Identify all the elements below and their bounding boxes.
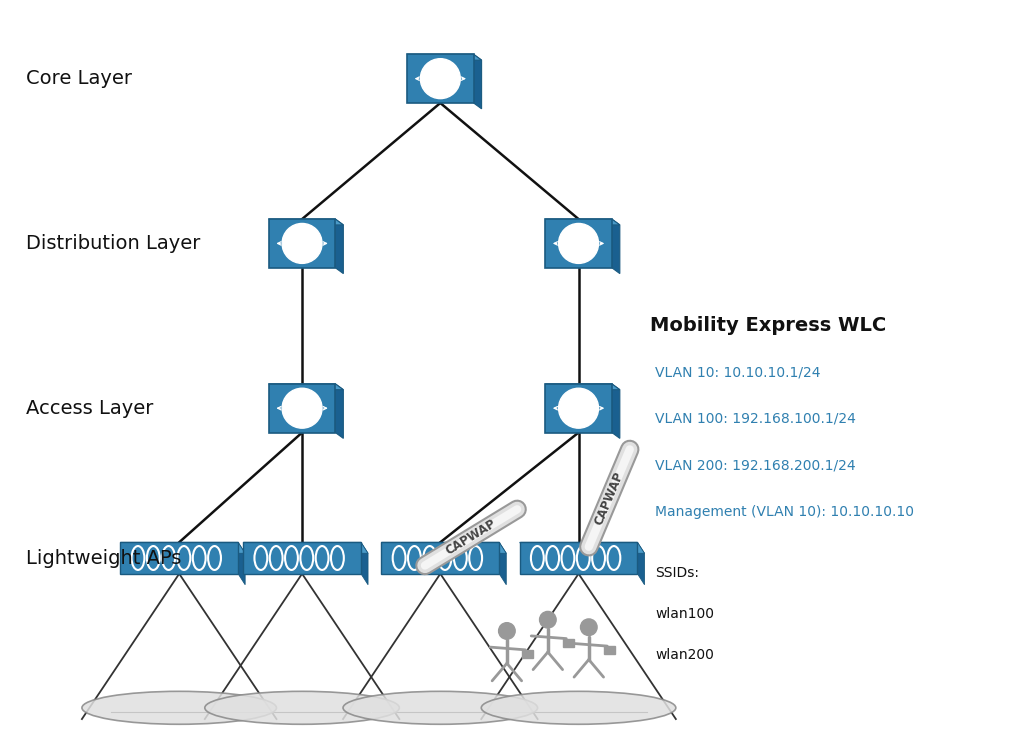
FancyBboxPatch shape xyxy=(268,219,335,267)
Polygon shape xyxy=(611,383,620,438)
Polygon shape xyxy=(500,542,506,585)
Polygon shape xyxy=(238,542,245,585)
Polygon shape xyxy=(268,219,343,225)
Ellipse shape xyxy=(564,551,571,565)
Ellipse shape xyxy=(205,691,399,724)
Text: Core Layer: Core Layer xyxy=(26,69,132,88)
Ellipse shape xyxy=(282,388,322,428)
Text: VLAN 10: 10.10.10.1/24: VLAN 10: 10.10.10.1/24 xyxy=(655,366,821,379)
Ellipse shape xyxy=(150,551,157,565)
Polygon shape xyxy=(545,383,620,389)
Ellipse shape xyxy=(257,551,265,565)
Text: wlan200: wlan200 xyxy=(655,649,714,662)
Ellipse shape xyxy=(211,551,218,565)
FancyBboxPatch shape xyxy=(407,55,473,103)
FancyBboxPatch shape xyxy=(121,542,238,574)
Ellipse shape xyxy=(288,551,295,565)
Ellipse shape xyxy=(559,223,598,264)
Ellipse shape xyxy=(165,551,172,565)
Polygon shape xyxy=(336,383,343,438)
Text: Lightweight APs: Lightweight APs xyxy=(26,548,181,568)
Polygon shape xyxy=(473,55,481,109)
Polygon shape xyxy=(519,542,644,554)
Ellipse shape xyxy=(196,551,203,565)
Polygon shape xyxy=(545,219,620,225)
Ellipse shape xyxy=(559,388,598,428)
Text: Mobility Express WLC: Mobility Express WLC xyxy=(650,316,887,336)
Ellipse shape xyxy=(282,223,322,264)
Ellipse shape xyxy=(426,551,433,565)
FancyBboxPatch shape xyxy=(381,542,500,574)
Polygon shape xyxy=(407,55,481,60)
Text: Distribution Layer: Distribution Layer xyxy=(26,234,200,253)
Ellipse shape xyxy=(134,551,142,565)
FancyBboxPatch shape xyxy=(519,542,637,574)
Text: VLAN 100: 192.168.100.1/24: VLAN 100: 192.168.100.1/24 xyxy=(655,412,856,425)
FancyBboxPatch shape xyxy=(244,542,360,574)
Ellipse shape xyxy=(272,551,280,565)
FancyBboxPatch shape xyxy=(521,650,532,658)
Ellipse shape xyxy=(499,622,515,639)
Ellipse shape xyxy=(595,551,602,565)
Text: Access Layer: Access Layer xyxy=(26,398,153,418)
Ellipse shape xyxy=(82,691,276,724)
Ellipse shape xyxy=(580,551,587,565)
Ellipse shape xyxy=(441,551,449,565)
Ellipse shape xyxy=(540,611,556,628)
Ellipse shape xyxy=(334,551,341,565)
Ellipse shape xyxy=(481,691,676,724)
Ellipse shape xyxy=(180,551,187,565)
Ellipse shape xyxy=(549,551,556,565)
Text: wlan100: wlan100 xyxy=(655,607,715,621)
Polygon shape xyxy=(121,542,245,554)
Ellipse shape xyxy=(318,551,326,565)
Polygon shape xyxy=(336,219,343,273)
Ellipse shape xyxy=(610,551,617,565)
Ellipse shape xyxy=(534,551,542,565)
Ellipse shape xyxy=(457,551,464,565)
FancyBboxPatch shape xyxy=(268,383,335,433)
Text: Management (VLAN 10): 10.10.10.10: Management (VLAN 10): 10.10.10.10 xyxy=(655,505,914,518)
Ellipse shape xyxy=(395,551,403,565)
Text: SSIDs:: SSIDs: xyxy=(655,566,699,580)
Ellipse shape xyxy=(581,619,597,635)
Polygon shape xyxy=(268,383,343,389)
FancyBboxPatch shape xyxy=(603,646,614,654)
Ellipse shape xyxy=(420,58,461,99)
FancyBboxPatch shape xyxy=(545,219,611,267)
Ellipse shape xyxy=(411,551,418,565)
FancyBboxPatch shape xyxy=(545,383,611,433)
Polygon shape xyxy=(381,542,506,554)
Polygon shape xyxy=(637,542,644,585)
Ellipse shape xyxy=(343,691,538,724)
Polygon shape xyxy=(611,219,620,273)
Polygon shape xyxy=(360,542,368,585)
Ellipse shape xyxy=(303,551,310,565)
Text: CAPWAP: CAPWAP xyxy=(592,470,627,527)
Ellipse shape xyxy=(472,551,479,565)
Polygon shape xyxy=(244,542,368,554)
Text: VLAN 200: 192.168.200.1/24: VLAN 200: 192.168.200.1/24 xyxy=(655,458,856,472)
FancyBboxPatch shape xyxy=(562,639,573,646)
Text: CAPWAP: CAPWAP xyxy=(443,517,499,558)
